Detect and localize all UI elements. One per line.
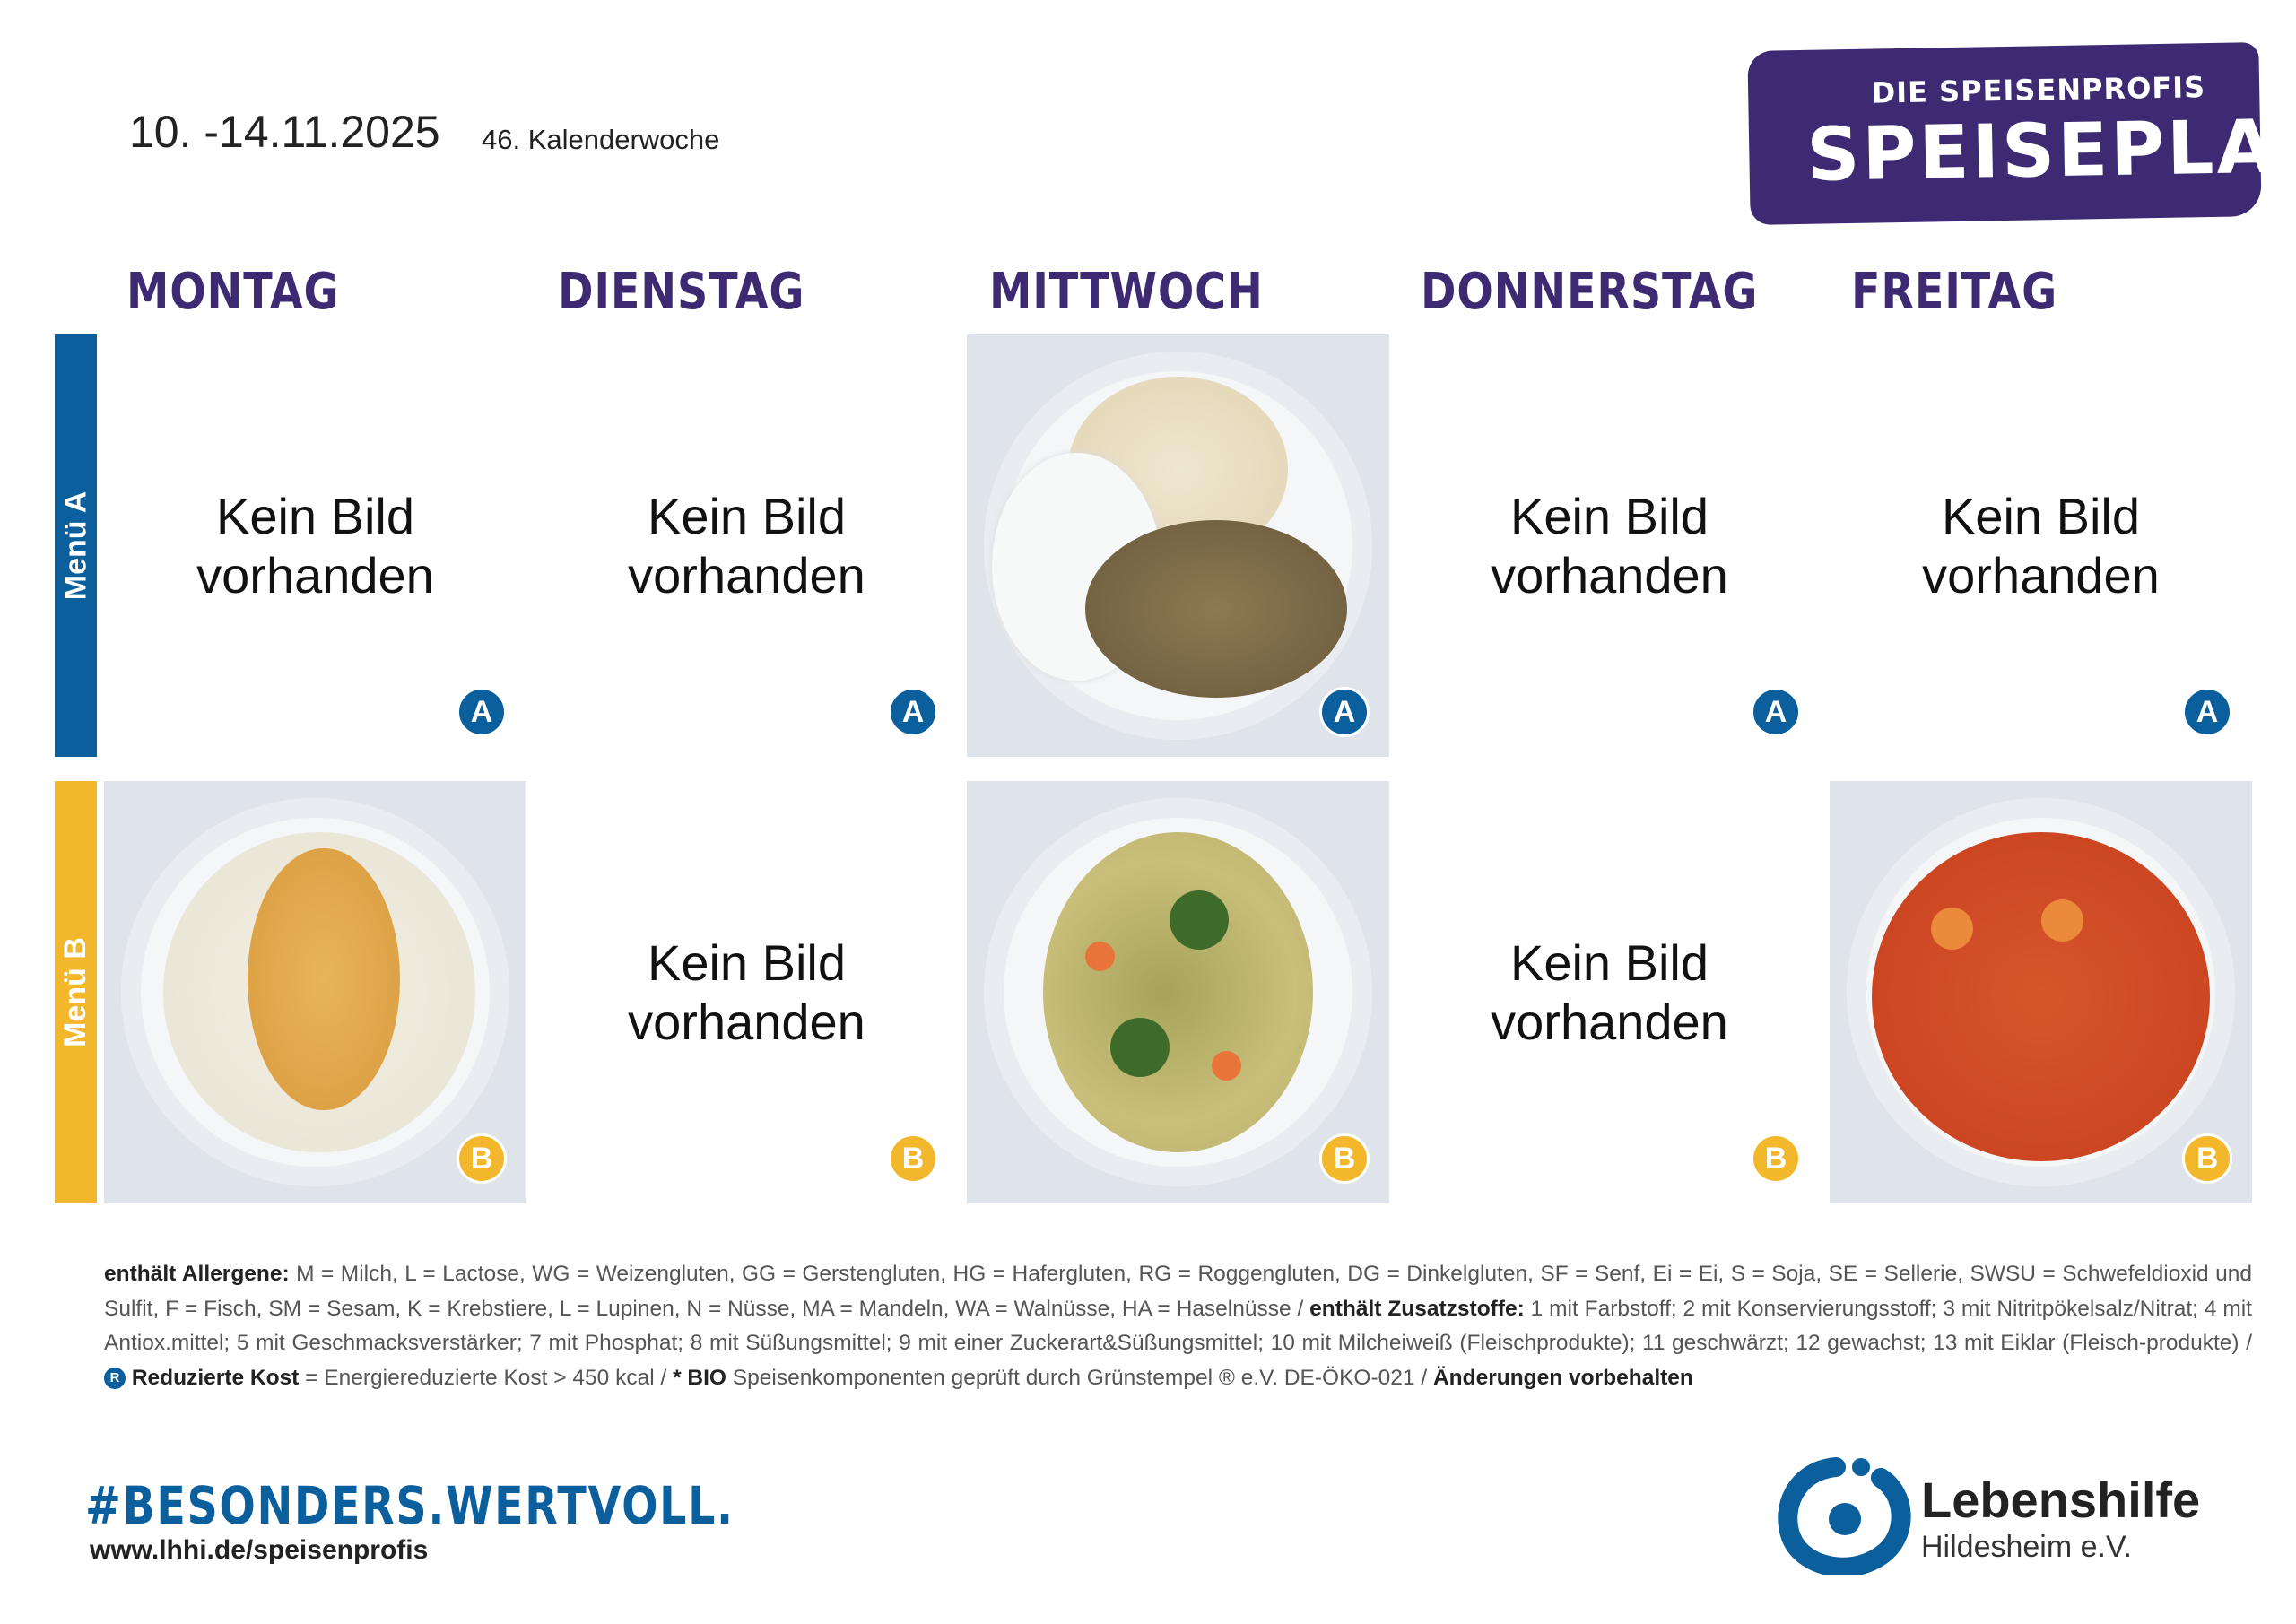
menu-a-badge: A: [888, 687, 938, 737]
no-image-text: vorhanden: [1491, 993, 1728, 1050]
dish-photo-barley-vegetables: [967, 781, 1389, 1203]
reduced-icon: R: [104, 1368, 126, 1390]
menu-b-badge: B: [457, 1133, 507, 1184]
menu-b-badge: B: [888, 1133, 938, 1184]
day-header-friday: FREITAG: [1851, 263, 2058, 321]
no-image-text: vorhanden: [196, 546, 434, 604]
website-link[interactable]: www.lhhi.de/speisenprofis: [90, 1535, 429, 1565]
menu-b-badge: B: [1319, 1133, 1370, 1184]
date-range: 10. -14.11.2025: [129, 107, 440, 157]
allergen-label: enthält Allergene:: [104, 1262, 290, 1286]
bio-label: * BIO: [673, 1365, 726, 1390]
no-image-text: vorhanden: [1491, 546, 1728, 604]
allergen-list: M = Milch, L = Lactose, WG = Weizenglute…: [104, 1262, 2253, 1321]
menu-cell: Kein Bild vorhanden A: [535, 334, 958, 757]
logo-subtitle: DIE SPEISENPROFIS: [1871, 70, 2206, 110]
no-image-text: Kein Bild: [647, 487, 846, 544]
no-image-text: Kein Bild: [647, 934, 846, 991]
menu-a-label-bar: Menü A: [55, 334, 97, 757]
org-name: Lebenshilfe: [1921, 1472, 2201, 1528]
day-header-tuesday: DIENSTAG: [558, 263, 805, 321]
day-header-monday: MONTAG: [126, 263, 340, 321]
logo-title: SPEISEPLAN: [1805, 103, 2296, 198]
additive-list: 1 mit Farbstoff; 2 mit Konservierungssto…: [104, 1296, 2252, 1356]
menu-b-label-bar: Menü B: [55, 781, 97, 1203]
menu-b-badge: B: [1751, 1133, 1801, 1184]
dish-photo-tomato-soup: [1830, 781, 2252, 1203]
menu-cell: B: [104, 781, 526, 1203]
menu-a-badge: A: [1751, 687, 1801, 737]
additive-label: enthält Zusatzstoffe:: [1309, 1296, 1525, 1321]
no-image-text: vorhanden: [628, 993, 865, 1050]
menu-cell: A: [967, 334, 1389, 757]
day-header-wednesday: MITTWOCH: [989, 263, 1264, 321]
menu-cell: Kein Bild vorhanden B: [1398, 781, 1821, 1203]
speiseplan-logo: DIE SPEISENPROFIS SPEISEPLAN: [1747, 42, 2296, 225]
no-image-text: vorhanden: [1922, 546, 2160, 604]
menu-a-badge: A: [2182, 687, 2232, 737]
allergen-legend: enthält Allergene: M = Milch, L = Lactos…: [104, 1257, 2252, 1395]
menu-b-badge: B: [2182, 1133, 2232, 1184]
lebenshilfe-logo-icon: [1778, 1457, 1911, 1575]
menu-cell: Kein Bild vorhanden A: [1398, 334, 1821, 757]
reduced-text: = Energiereduzierte Kost > 450 kcal /: [299, 1365, 674, 1390]
menu-cell: B: [1830, 781, 2252, 1203]
no-image-text: Kein Bild: [1941, 487, 2140, 544]
no-image-text: Kein Bild: [1509, 487, 1709, 544]
menu-a-label: Menü A: [58, 491, 93, 601]
menu-cell: Kein Bild vorhanden A: [104, 334, 526, 757]
changes-note: Änderungen vorbehalten: [1432, 1365, 1693, 1390]
bio-text: Speisenkomponenten geprüft durch Grünste…: [726, 1365, 1433, 1390]
calendar-week: 46. Kalenderwoche: [482, 124, 720, 155]
menu-b-label: Menü B: [58, 937, 92, 1047]
no-image-text: Kein Bild: [1509, 934, 1709, 991]
menu-a-badge: A: [457, 687, 507, 737]
no-image-text: vorhanden: [628, 546, 865, 604]
dish-photo-rice-pudding: [104, 781, 526, 1203]
org-location: Hildesheim e.V.: [1921, 1530, 2132, 1564]
no-image-text: Kein Bild: [215, 487, 414, 544]
menu-cell: B: [967, 781, 1389, 1203]
menu-cell: Kein Bild vorhanden B: [535, 781, 958, 1203]
day-header-thursday: DONNERSTAG: [1421, 263, 1759, 321]
menu-cell: Kein Bild vorhanden A: [1830, 334, 2252, 757]
hashtag-slogan: #BESONDERS.WERTVOLL.: [85, 1475, 735, 1536]
reduced-label: Reduzierte Kost: [131, 1365, 300, 1390]
dish-photo-rice-chicken: [967, 334, 1389, 757]
menu-a-badge: A: [1319, 687, 1370, 737]
